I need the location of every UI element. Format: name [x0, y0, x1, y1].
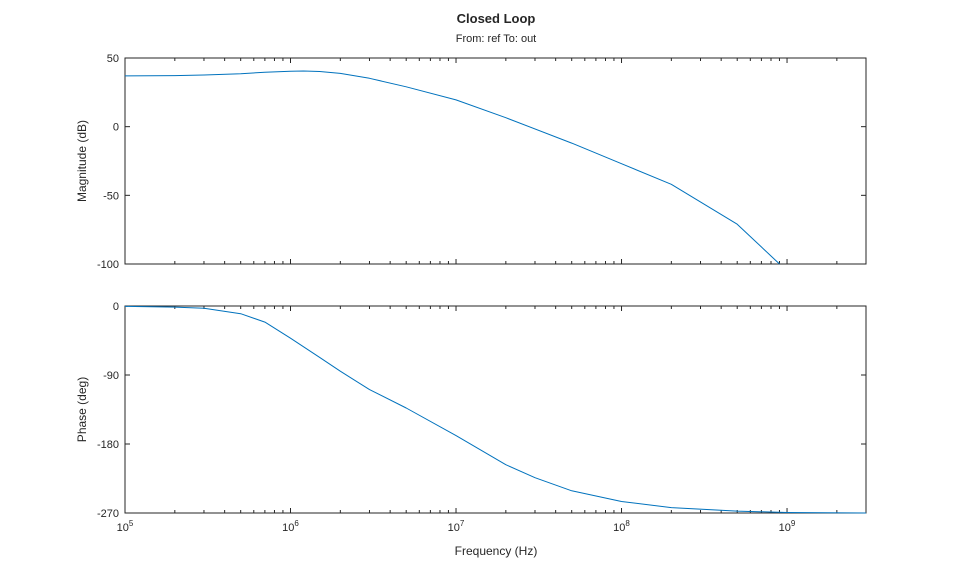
x-tick-label: 106	[282, 519, 299, 534]
x-tick-label-exponent: 6	[294, 519, 299, 528]
phase-ylabel: Phase (deg)	[75, 377, 89, 442]
x-tick-label: 107	[448, 519, 465, 534]
x-tick-label-exponent: 5	[129, 519, 134, 528]
magnitude-axes-frame	[124, 57, 867, 265]
magnitude-ytick-label: -50	[103, 190, 119, 202]
x-tick-label-base: 10	[282, 522, 294, 534]
magnitude-ytick-label: 50	[107, 53, 119, 65]
x-tick-label-exponent: 8	[625, 519, 630, 528]
x-tick-label: 105	[117, 519, 134, 534]
phase-axes-frame	[124, 305, 867, 514]
phase-axes: 0 -90 -180 -270 Phase (deg)	[75, 301, 867, 520]
phase-ytick-label: -90	[103, 370, 119, 382]
x-tick-label-exponent: 9	[791, 519, 796, 528]
phase-ytick-label: -180	[97, 439, 119, 451]
magnitude-ytick-label: -100	[97, 259, 119, 271]
x-tick-label-base: 10	[117, 522, 129, 534]
x-tick-label: 109	[779, 519, 796, 534]
magnitude-ylabel: Magnitude (dB)	[75, 120, 89, 202]
phase-ytick-label: -270	[97, 508, 119, 520]
chart-subtitle: From: ref To: out	[456, 33, 537, 45]
magnitude-ytick-label: 0	[113, 122, 119, 134]
magnitude-axes: 50 0 -50 -100 Magnitude (dB)	[75, 53, 867, 271]
x-tick-label-base: 10	[448, 522, 460, 534]
x-tick-label-base: 10	[613, 522, 625, 534]
x-tick-label: 108	[613, 519, 630, 534]
x-tick-label-exponent: 7	[460, 519, 465, 528]
x-tick-label-base: 10	[779, 522, 791, 534]
magnitude-series-line	[124, 70, 780, 265]
phase-ytick-label: 0	[113, 301, 119, 313]
x-tick-labels: 105 106 107 108 109	[117, 519, 796, 534]
phase-series-line	[124, 305, 867, 514]
x-axis-label: Frequency (Hz)	[455, 544, 538, 558]
chart-title: Closed Loop	[457, 11, 536, 26]
